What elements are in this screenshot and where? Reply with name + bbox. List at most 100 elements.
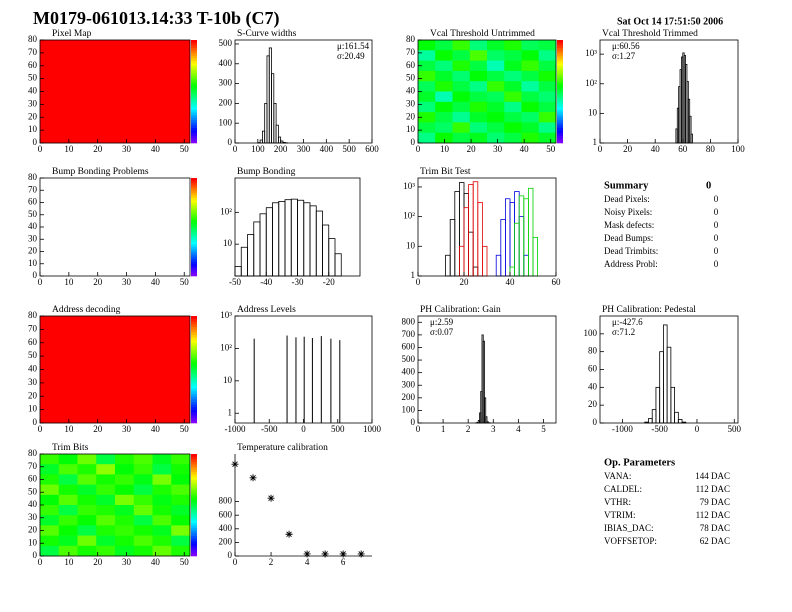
color-scale bbox=[191, 219, 197, 223]
color-scale bbox=[191, 459, 197, 462]
color-scale bbox=[191, 76, 197, 79]
heat-cell bbox=[521, 122, 540, 133]
heat-cell bbox=[58, 545, 78, 557]
heat-cell bbox=[152, 484, 172, 496]
heat-cell bbox=[504, 60, 522, 72]
heat-cell bbox=[538, 101, 557, 113]
color-scale bbox=[191, 140, 197, 144]
y-tick-label: 100 bbox=[219, 117, 233, 127]
x-tick-label: 30 bbox=[122, 424, 132, 434]
color-scale bbox=[191, 251, 197, 255]
heat-cell bbox=[133, 494, 153, 506]
color-scale bbox=[191, 553, 197, 557]
heat-cell bbox=[58, 505, 78, 516]
stats-label: σ: bbox=[612, 51, 619, 61]
heat-cell bbox=[133, 484, 153, 496]
heat-cell bbox=[133, 525, 153, 536]
color-scale bbox=[191, 40, 197, 43]
heat-cell bbox=[504, 40, 522, 51]
x-tick-label: 10 bbox=[64, 277, 74, 287]
hist-bin bbox=[477, 202, 483, 277]
y-tick-label: 700 bbox=[402, 329, 416, 339]
op-label: VOFFSETOP: bbox=[604, 536, 657, 546]
color-scale bbox=[191, 507, 197, 511]
color-scale bbox=[191, 540, 197, 544]
y-tick-label: 10 bbox=[28, 404, 38, 414]
y-tick-label: 50 bbox=[28, 209, 38, 219]
color-scale bbox=[557, 140, 563, 144]
color-scale bbox=[191, 364, 197, 368]
x-tick-label: 10 bbox=[64, 424, 74, 434]
heat-cell bbox=[152, 494, 172, 506]
color-scale bbox=[191, 178, 197, 181]
color-scale bbox=[191, 374, 197, 378]
hist-bin bbox=[297, 199, 305, 277]
y-tick-label: 80 bbox=[28, 448, 38, 458]
x-tick-label: 80 bbox=[706, 144, 716, 154]
hist-bin bbox=[663, 324, 668, 424]
color-scale bbox=[191, 484, 197, 488]
stats-text: σ:71.2 bbox=[612, 327, 635, 337]
plot-frame bbox=[234, 315, 373, 424]
color-scale bbox=[191, 202, 197, 206]
x-tick-label: 0 bbox=[695, 424, 700, 434]
hist-bin bbox=[240, 246, 248, 277]
y-tick-label: 70 bbox=[28, 323, 38, 333]
heat-cell bbox=[418, 101, 436, 113]
color-scale bbox=[191, 256, 197, 260]
x-tick-label: 40 bbox=[151, 277, 161, 287]
hist-bin bbox=[472, 181, 479, 277]
y-tick-label: 400 bbox=[402, 367, 416, 377]
heat-cell bbox=[115, 494, 135, 506]
x-tick-label: 20 bbox=[93, 557, 103, 567]
color-scale bbox=[557, 88, 563, 92]
color-scale bbox=[557, 137, 563, 141]
color-scale bbox=[191, 321, 197, 325]
panel-title: S-Curve widths bbox=[237, 29, 297, 39]
stats-label: μ: bbox=[612, 41, 619, 51]
heat-cell bbox=[133, 464, 153, 475]
color-scale bbox=[191, 505, 197, 508]
heat-cell bbox=[504, 101, 522, 113]
heat-cell bbox=[115, 525, 135, 536]
stats-value: 161.54 bbox=[344, 41, 369, 51]
heat-cell bbox=[452, 81, 471, 92]
color-scale bbox=[191, 65, 197, 69]
y-tick-label: 0 bbox=[411, 417, 416, 427]
stats-value: 71.2 bbox=[619, 327, 635, 337]
color-scale bbox=[191, 122, 197, 126]
color-scale bbox=[191, 326, 197, 330]
color-scale bbox=[191, 91, 197, 95]
heat-cell bbox=[115, 484, 135, 496]
heat-cell bbox=[152, 525, 172, 536]
heat-cell bbox=[452, 70, 471, 82]
y-tick-label: 60 bbox=[28, 337, 38, 347]
color-scale bbox=[191, 369, 197, 373]
x-tick-label: 4 bbox=[516, 424, 521, 434]
x-tick-label: 40 bbox=[520, 144, 530, 154]
color-scale bbox=[191, 398, 197, 402]
color-scale bbox=[191, 461, 197, 465]
color-scale bbox=[557, 47, 563, 51]
y-tick-label: 40 bbox=[406, 86, 416, 96]
op-label: VTRIM: bbox=[604, 510, 636, 520]
x-tick-label: 30 bbox=[122, 557, 132, 567]
color-scale bbox=[191, 204, 197, 208]
color-scale bbox=[191, 273, 197, 277]
heat-cell bbox=[538, 81, 557, 92]
hist-bin bbox=[528, 187, 534, 277]
summary-label: Noisy Pixels: bbox=[604, 207, 652, 217]
heat-cell bbox=[452, 112, 471, 123]
heat-cell bbox=[521, 40, 540, 51]
heat-cell bbox=[521, 112, 540, 123]
marker bbox=[267, 494, 275, 502]
summary-label: Dead Trimbits: bbox=[604, 246, 658, 256]
y-tick-label: 70 bbox=[28, 47, 38, 57]
color-scale bbox=[191, 268, 197, 272]
summary-label: Mask defects: bbox=[604, 220, 654, 230]
color-scale bbox=[191, 316, 197, 319]
heat-cell bbox=[469, 60, 488, 72]
hist-bin bbox=[500, 219, 506, 277]
color-scale bbox=[191, 337, 197, 341]
heat-cell bbox=[77, 464, 97, 475]
